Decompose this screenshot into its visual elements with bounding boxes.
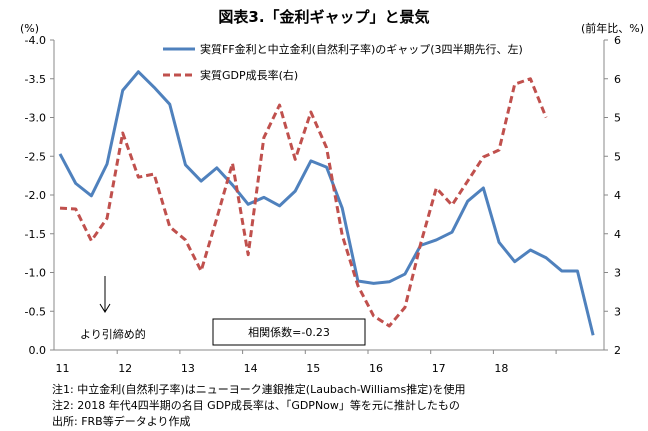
left-tick-label: -4.0: [25, 34, 46, 47]
note-2: 注2: 2018 年代4四半期の名目 GDP成長率は、「GDPNow」等を元に推…: [52, 399, 460, 412]
x-tick-label: 18: [494, 362, 508, 375]
right-tick-label: 2: [614, 344, 621, 357]
chart-svg: 図表3.「金利ギャップ」と景気 (%) (前年比、%) -4.0 -3.5 -3.0…: [20, 8, 644, 375]
note-1: 注1: 中立金利(自然利子率)はニューヨーク連銀推定(Laubach-Willi…: [52, 383, 466, 396]
left-tick-label: -3.5: [25, 73, 46, 86]
x-tick-label: 13: [181, 362, 195, 375]
gap-series-line: [58, 70, 595, 336]
left-tick-label: -1.0: [25, 267, 46, 280]
x-tick-label: 17: [432, 362, 446, 375]
x-tick-label: 12: [118, 362, 132, 375]
right-tick-label: 5: [614, 112, 621, 125]
arrow-head-icon: [99, 303, 111, 313]
note-3: 出所: FRB等データより作成: [52, 415, 191, 428]
right-tick-label: 5: [614, 150, 621, 163]
legend-label-gdp: 実質GDP成長率(右): [200, 68, 298, 82]
left-tick-label: 0.0: [29, 344, 47, 357]
tightening-label: より引締め的: [80, 327, 146, 341]
correlation-label: 相関係数=-0.23: [248, 326, 330, 339]
correlation-box: [212, 318, 366, 346]
x-tick-label: 11: [56, 362, 70, 375]
left-tick-label: -2.5: [25, 150, 46, 163]
gdp-series-line: [59, 77, 548, 328]
right-tick-label: 4: [614, 228, 621, 241]
right-tick-label: 4: [614, 189, 621, 202]
legend: 実質FF金利と中立金利(自然利子率)のギャップ(3四半期先行、左) 実質GDP成…: [163, 42, 523, 82]
right-axis-unit: (前年比、%): [581, 21, 644, 35]
x-tick-label: 14: [244, 362, 258, 375]
left-axis-unit: (%): [20, 22, 39, 35]
right-tick-label: 6: [614, 73, 621, 86]
x-tick-label: 16: [369, 362, 383, 375]
x-tick-label: 15: [306, 362, 320, 375]
left-tick-label: -3.0: [25, 112, 46, 125]
left-tick-label: -0.5: [25, 305, 46, 318]
right-tick-label: 3: [614, 305, 621, 318]
right-tick-label: 6: [614, 34, 621, 47]
chart-title: 図表3.「金利ギャップ」と景気: [218, 8, 429, 26]
left-tick-label: -2.0: [25, 189, 46, 202]
legend-label-gap: 実質FF金利と中立金利(自然利子率)のギャップ(3四半期先行、左): [200, 42, 523, 56]
left-tick-label: -1.5: [25, 228, 46, 241]
right-tick-label: 3: [614, 267, 621, 280]
